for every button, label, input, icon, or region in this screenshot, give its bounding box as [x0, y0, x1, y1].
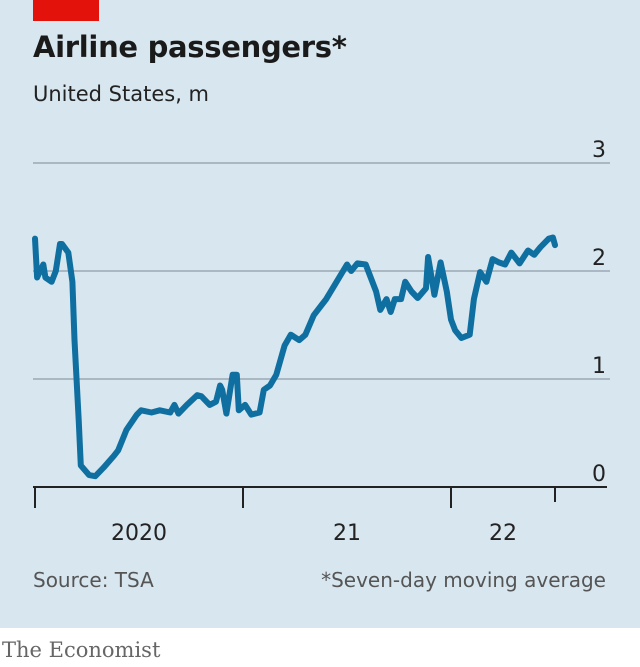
y-tick-label: 3 — [592, 138, 606, 163]
line-chart: 0 1 2 3 2020 21 22 — [32, 138, 610, 546]
footnote: *Seven-day moving average — [321, 568, 606, 592]
x-tick-label: 21 — [333, 521, 361, 546]
x-tick-label: 22 — [489, 521, 517, 546]
chart-title: Airline passengers* — [33, 30, 347, 64]
chart-subtitle: United States, m — [33, 82, 210, 106]
y-tick-label: 2 — [592, 246, 606, 271]
series-line-passengers — [32, 234, 558, 480]
x-tick-label: 2020 — [111, 521, 167, 546]
y-tick-label: 0 — [592, 462, 606, 487]
y-tick-label: 1 — [592, 354, 606, 379]
economist-logo-text: The Economist — [2, 638, 161, 662]
chart-panel — [0, 0, 640, 628]
economist-red-tag — [33, 0, 99, 21]
source-note: Source: TSA — [33, 568, 154, 592]
